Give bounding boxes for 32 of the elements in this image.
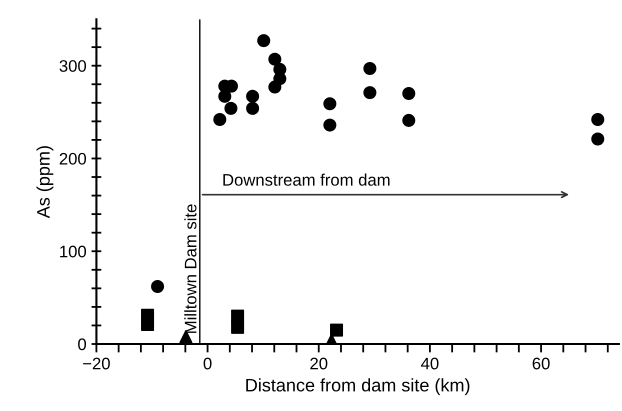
point <box>268 52 282 66</box>
ref-line-label: Milltown Dam site <box>184 204 196 333</box>
x-tick-label: −20 <box>83 358 110 370</box>
point <box>213 113 226 126</box>
point <box>591 132 604 146</box>
point <box>231 320 244 334</box>
x-tick-label: 40 <box>421 358 439 370</box>
point <box>141 318 154 332</box>
x-tick-label: 60 <box>532 358 550 370</box>
point <box>591 113 604 126</box>
y-tick-label: 100 <box>60 246 86 258</box>
y-tick-label: 0 <box>78 338 86 350</box>
point <box>268 80 282 94</box>
point <box>246 102 260 115</box>
point <box>224 102 238 115</box>
point <box>402 114 416 127</box>
point <box>323 97 336 110</box>
point <box>257 34 270 48</box>
point <box>330 324 344 337</box>
point <box>323 118 336 132</box>
x-axis-title: Distance from dam site (km) <box>246 378 470 396</box>
x-tick-label: 20 <box>310 358 328 370</box>
point <box>402 87 416 100</box>
point <box>246 90 260 103</box>
point <box>363 86 376 100</box>
x-tick-label: 0 <box>204 358 212 370</box>
y-tick-label: 200 <box>60 152 86 165</box>
y-tick-label: 300 <box>60 60 86 72</box>
annotation: Downstream from dam <box>223 174 390 186</box>
point <box>363 62 376 75</box>
point <box>151 280 164 293</box>
y-axis-title: As (ppm) <box>36 146 54 218</box>
